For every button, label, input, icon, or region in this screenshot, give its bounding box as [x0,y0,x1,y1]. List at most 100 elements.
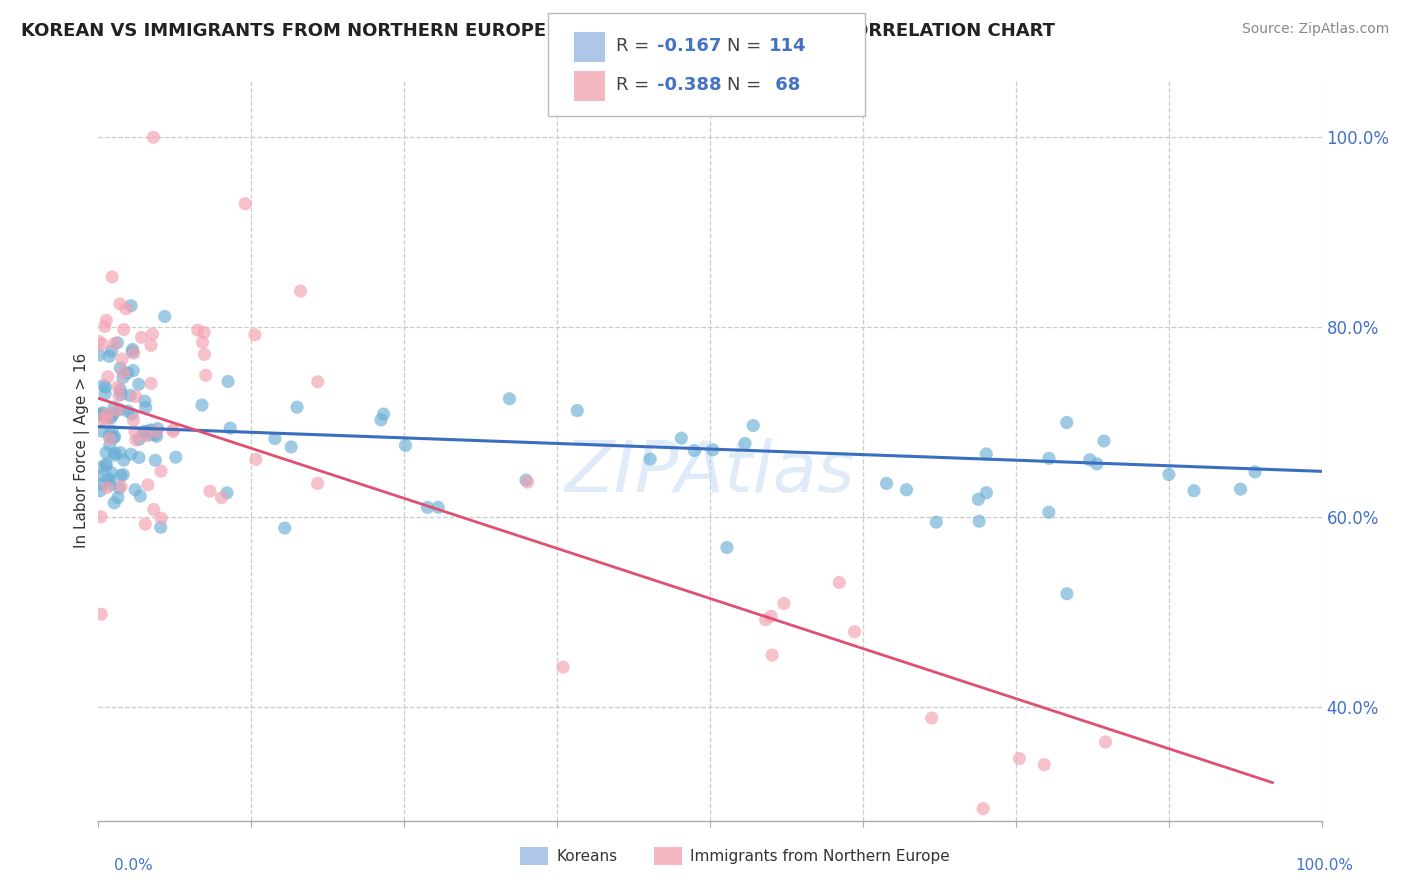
Point [100,344,122,359]
Point [193,347,215,361]
Point [105,335,128,350]
Point [94,458,117,473]
Point [162,425,184,439]
Point [91,412,114,426]
Point [1085,457,1108,471]
Point [755,613,778,627]
Point [101,270,124,285]
Point [110,383,132,397]
Point [97,369,120,384]
Y-axis label: In Labor Force | Age > 16: In Labor Force | Age > 16 [75,353,90,548]
Point [1038,451,1060,466]
Point [394,438,416,452]
Point [103,336,125,351]
Point [974,447,997,461]
Point [94,319,117,334]
Point [142,502,165,516]
Point [243,327,266,342]
Point [280,440,302,454]
Point [136,478,159,492]
Point [671,431,693,445]
Point [134,425,156,439]
Point [143,453,166,467]
Point [100,466,122,480]
Point [702,442,724,457]
Point [191,335,214,350]
Point [110,361,132,376]
Point [124,389,146,403]
Point [153,310,176,324]
Point [146,421,169,435]
Point [107,380,129,394]
Text: Source: ZipAtlas.com: Source: ZipAtlas.com [1241,22,1389,37]
Point [1008,751,1031,765]
Point [122,346,145,360]
Point [118,388,141,402]
Point [96,481,118,495]
Point [139,423,162,437]
Point [135,401,157,415]
Point [145,429,167,443]
Point [122,413,145,427]
Point [96,412,118,426]
Point [129,489,152,503]
Point [108,402,131,417]
Point [215,486,238,500]
Point [149,520,172,534]
Text: Immigrants from Northern Europe: Immigrants from Northern Europe [690,849,950,863]
Text: 100.0%: 100.0% [1295,858,1354,873]
Point [121,343,143,357]
Text: KOREAN VS IMMIGRANTS FROM NORTHERN EUROPE IN LABOR FORCE | AGE > 16 CORRELATION : KOREAN VS IMMIGRANTS FROM NORTHERN EUROP… [21,22,1054,40]
Text: R =: R = [616,77,655,95]
Point [128,377,150,392]
Point [111,370,134,384]
Point [98,432,121,446]
Point [307,476,329,491]
Point [93,378,115,392]
Point [135,428,157,442]
Point [844,624,866,639]
Point [187,323,209,337]
Point [108,481,131,495]
Point [90,607,112,622]
Point [98,477,121,491]
Point [91,337,114,351]
Point [165,450,187,465]
Point [98,438,121,452]
Point [162,423,184,437]
Point [125,433,148,447]
Point [683,443,706,458]
Point [150,464,173,478]
Point [98,410,121,425]
Text: R =: R = [616,37,655,55]
Point [94,387,117,401]
Point [120,447,142,461]
Point [373,407,395,421]
Point [553,660,575,674]
Point [285,401,308,415]
Point [89,348,111,362]
Point [1094,735,1116,749]
Point [742,418,765,433]
Point [191,398,214,412]
Point [89,477,111,491]
Point [567,403,589,417]
Point [134,517,156,532]
Point [142,327,165,342]
Point [117,404,139,418]
Point [139,338,162,352]
Point [96,407,118,421]
Point [107,491,129,505]
Text: -0.388: -0.388 [657,77,721,95]
Text: 0.0%: 0.0% [114,858,153,873]
Point [134,394,156,409]
Point [876,476,898,491]
Point [427,500,450,515]
Text: 68: 68 [769,77,800,95]
Point [773,597,796,611]
Point [967,514,990,528]
Point [761,648,783,662]
Point [828,575,851,590]
Point [110,387,132,401]
Point [89,469,111,483]
